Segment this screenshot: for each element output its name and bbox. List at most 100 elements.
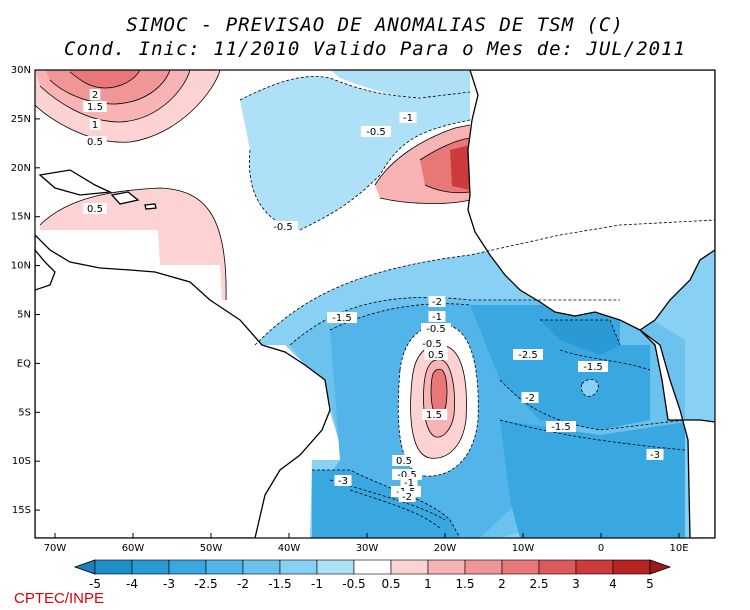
contour-label-bg	[392, 469, 422, 480]
color-bar-tick-label: 1.5	[455, 577, 474, 591]
lon-label: 30W	[356, 543, 379, 554]
contour-label: 1.5	[87, 102, 103, 113]
contour-label-bg	[417, 338, 447, 349]
contour-label-bg	[400, 477, 418, 488]
contour-label-bg	[422, 409, 446, 420]
contour-label-bg	[546, 421, 576, 432]
color-bar-swatch	[242, 559, 281, 575]
contour-label: 2	[92, 90, 98, 101]
contour-label-bg	[428, 296, 446, 307]
color-bar-tick-label: 2	[498, 577, 506, 591]
contour-label-bg	[89, 119, 101, 130]
cuba	[38, 169, 113, 196]
contour-label: -0.5	[366, 127, 386, 138]
contour-label-bg	[421, 323, 451, 334]
lon-label: 10W	[512, 543, 535, 554]
contour-label-bg	[83, 101, 107, 112]
color-bar-tick-label: -4	[126, 577, 138, 591]
lat-label: 15S	[12, 505, 31, 516]
land	[35, 70, 715, 538]
contour-label-bg	[89, 89, 101, 100]
color-bar-tick-label: -2	[237, 577, 249, 591]
negative-anomaly-se	[500, 420, 685, 538]
contour-label-bg	[399, 112, 417, 123]
positive-anomaly-central-core	[431, 369, 447, 416]
contour-label-bg	[428, 311, 446, 322]
south-america	[35, 234, 331, 538]
color-bar-tick-label: -5	[89, 577, 101, 591]
color-bar-arrow-right	[649, 559, 672, 575]
contour-label: -1.5	[583, 362, 603, 373]
contour-label: -3	[338, 476, 348, 487]
positive-anomaly-canary-peak	[450, 145, 470, 190]
contour-label: -2	[402, 492, 412, 503]
color-bar-swatch	[205, 559, 244, 575]
contour-label-bg	[424, 349, 448, 360]
color-bar-tick-label: -2.5	[194, 577, 217, 591]
color-bar-swatch	[612, 559, 651, 575]
color-bar-swatch	[279, 559, 318, 575]
negative-anomaly-core	[540, 320, 620, 355]
color-bar-tick-label: 4	[609, 577, 617, 591]
anomaly-field	[35, 70, 715, 538]
contour-label: -1	[403, 113, 413, 124]
contour-label-bg	[83, 203, 107, 214]
contour-label: -1.5	[551, 422, 571, 433]
contour-label-bg	[521, 392, 539, 403]
contour-label-bg	[361, 126, 391, 137]
contour-label-bg	[398, 491, 416, 502]
lat-label: EQ	[17, 358, 31, 369]
positive-anomaly-nw-peak	[70, 70, 140, 88]
lon-label: 70W	[44, 543, 67, 554]
color-bar-swatch	[464, 559, 503, 575]
color-bar-tick-label: 5	[646, 577, 654, 591]
lat-label: 30N	[11, 65, 31, 76]
contour-label: -0.5	[426, 324, 446, 335]
color-bar-tick-label: 0.5	[381, 577, 400, 591]
central-america	[35, 248, 56, 291]
color-bar	[73, 559, 672, 575]
credit-label: CPTEC/INPE	[14, 590, 105, 607]
africa	[467, 70, 715, 331]
color-bar-tick-label: -1.5	[268, 577, 291, 591]
color-bar-swatch	[353, 559, 392, 575]
lat-label: 10N	[11, 261, 31, 272]
contour-label: -1	[432, 312, 442, 323]
contour-label: -0.5	[273, 222, 293, 233]
color-bar-labels: -5 -4 -3 -2.5 -2 -1.5 -1 -0.5 0.5 1 1.5 2 2.5 3 4 5	[89, 577, 654, 591]
color-bar-swatch	[575, 559, 614, 575]
map-subtitle: Cond. Inic: 11/2010 Valido Para o Mes de…	[64, 38, 686, 60]
color-bar-swatch	[538, 559, 577, 575]
lon-label: 40W	[278, 543, 301, 554]
lat-label: 20N	[11, 163, 31, 174]
color-bar-swatch	[168, 559, 207, 575]
color-bar-swatch	[94, 559, 133, 575]
contour-label-bg	[83, 136, 107, 147]
map-title: SIMOC - PREVISAO DE ANOMALIAS DE TSM (C)	[126, 14, 624, 36]
lon-label: 0	[598, 543, 604, 554]
lon-label: 10E	[669, 543, 688, 554]
color-bar-tick-label: -1	[311, 577, 323, 591]
lon-label: 50W	[200, 543, 223, 554]
color-bar-tick-label: 3	[572, 577, 580, 591]
color-bar-swatch	[131, 559, 170, 575]
color-bar-swatch	[501, 559, 540, 575]
lat-label: 15N	[11, 212, 31, 223]
gulf-guinea-coast	[639, 329, 715, 538]
lon-label: 20W	[434, 543, 457, 554]
negative-anomaly-north-2	[330, 70, 470, 98]
positive-anomaly-caribbean	[40, 188, 227, 300]
color-bar-swatch	[427, 559, 466, 575]
map-frame	[34, 69, 716, 539]
contour-label-bg	[334, 475, 352, 486]
contour-label: 1	[92, 120, 98, 131]
hispaniola	[110, 191, 140, 205]
color-bar-tick-label: -0.5	[342, 577, 365, 591]
color-bar-swatch	[316, 559, 355, 575]
color-bar-tick-label: 1	[424, 577, 432, 591]
white-spot-guinea	[581, 379, 599, 397]
contour-label: -3	[650, 450, 660, 461]
contour-label: -0.5	[422, 339, 442, 350]
contour-label: 1.5	[426, 410, 442, 421]
